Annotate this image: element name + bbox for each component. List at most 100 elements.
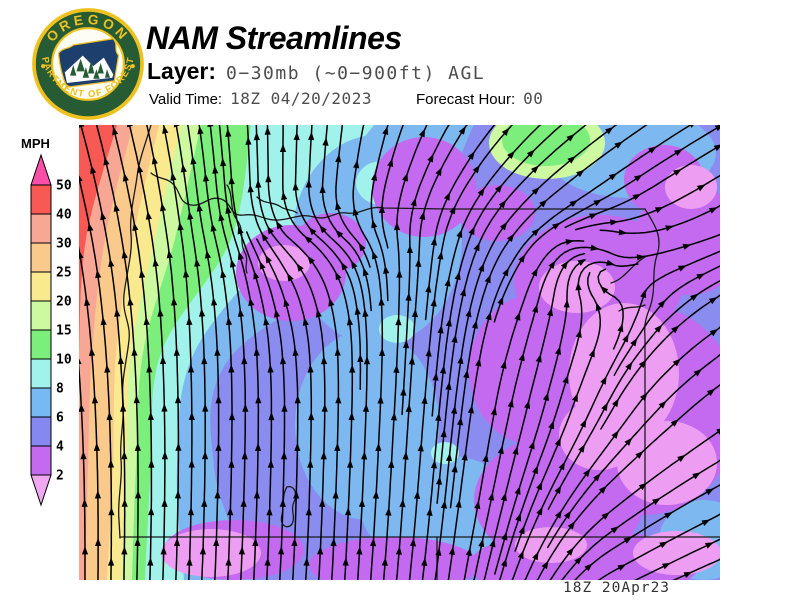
streamline-arrowhead (569, 199, 578, 208)
streamline-arrowhead (190, 156, 197, 165)
streamline-arrowhead (194, 258, 201, 267)
streamline (111, 125, 153, 580)
legend-title: MPH (21, 136, 50, 151)
streamline-arrowhead (166, 249, 173, 259)
streamline-arrowhead (693, 368, 702, 377)
streamline-arrowhead (237, 308, 244, 317)
streamline-arrowhead (137, 164, 144, 174)
streamline-arrowhead (600, 375, 607, 385)
streamline-arrowhead (95, 537, 102, 546)
streamline-arrowhead (640, 392, 648, 401)
streamline-arrowhead (652, 497, 661, 505)
streamline-arrowhead (147, 411, 154, 421)
streamline-arrowhead (267, 459, 274, 468)
streamline-arrowhead (426, 507, 433, 516)
streamline-arrowhead (330, 537, 337, 547)
streamline-arrowhead (187, 211, 194, 220)
streamline-arrowhead (482, 453, 489, 463)
streamline-arrowhead (335, 154, 342, 163)
streamline-arrowhead (186, 557, 193, 566)
streamline-arrowhead (369, 537, 377, 547)
streamline-arrowhead (186, 316, 193, 326)
streamline-arrowhead (574, 556, 583, 565)
streamline-arrowhead (566, 547, 574, 556)
streamline-arrowhead (611, 430, 619, 439)
streamline-arrowhead (202, 403, 209, 412)
streamline-arrowhead (151, 155, 158, 165)
streamline-arrowhead (157, 308, 164, 317)
streamline (514, 272, 602, 552)
streamline-arrowhead (623, 536, 633, 544)
legend-tick-label: 50 (56, 179, 72, 194)
streamline (613, 265, 720, 376)
streamline-arrowhead (334, 347, 341, 356)
legend-segment (30, 300, 52, 331)
streamline-arrowhead (395, 317, 402, 326)
streamline-arrowhead (635, 450, 644, 459)
legend-tick-label: 30 (56, 237, 72, 252)
streamline-arrowhead (304, 235, 313, 244)
streamline-arrowhead (214, 347, 221, 356)
streamline-arrowhead (606, 259, 615, 266)
streamline-arrowhead (671, 325, 680, 334)
streamline-arrowhead (713, 144, 720, 152)
streamline-arrowhead (451, 405, 458, 414)
streamline-arrowhead (227, 507, 234, 516)
streamline-arrowhead (104, 364, 111, 373)
streamline-arrowhead (320, 355, 328, 365)
streamline-arrowhead (443, 192, 451, 201)
streamline-arrowhead (107, 459, 115, 468)
legend-segment (30, 358, 52, 389)
logo-left-dot (41, 64, 46, 69)
streamline-arrowhead (131, 347, 138, 356)
streamline-arrowhead (134, 490, 142, 499)
streamline-arrowhead (174, 490, 182, 499)
streamline-arrowhead (507, 398, 514, 408)
streamline-arrowhead (449, 205, 456, 215)
streamline-arrowhead (159, 355, 167, 365)
streamline-arrowhead (371, 172, 378, 182)
streamline-arrowhead (682, 243, 692, 250)
streamline-arrowhead (170, 172, 177, 181)
streamline-arrowhead (605, 126, 614, 135)
streamline-arrowhead (267, 364, 274, 373)
streamline-arrowhead (578, 444, 586, 453)
streamline-arrowhead (264, 126, 271, 135)
streamline-arrowhead (400, 387, 407, 396)
streamline-arrowhead (563, 299, 570, 308)
streamline-map (79, 125, 720, 580)
streamline-arrowhead (524, 400, 531, 409)
streamline-arrowhead (108, 258, 115, 268)
streamline-arrowhead (541, 560, 549, 570)
streamline-arrowhead (334, 442, 341, 451)
streamline-arrowhead (624, 437, 633, 446)
streamline-arrowhead (203, 173, 210, 182)
streamline-arrowhead (183, 269, 190, 278)
streamline-arrowhead (307, 364, 314, 373)
streamline-arrowhead (709, 328, 719, 337)
streamline-arrowhead (372, 490, 380, 499)
streamline-arrowhead (255, 179, 262, 188)
streamline-arrowhead (174, 395, 182, 404)
streamline-arrowhead (308, 227, 317, 236)
streamline-arrowhead (103, 156, 110, 166)
streamline-arrowhead (171, 297, 178, 306)
streamline-arrowhead (414, 490, 421, 499)
streamline-arrowhead (657, 299, 666, 308)
streamline-arrowhead (279, 355, 287, 365)
streamline-arrowhead (658, 400, 667, 409)
streamline-arrowhead (598, 485, 607, 494)
streamline-arrowhead (437, 324, 444, 334)
streamline-arrowhead (320, 451, 327, 460)
streamline-arrowhead (152, 258, 159, 267)
streamline-arrowhead (121, 451, 128, 460)
streamline-arrowhead (518, 352, 525, 362)
streamline-arrowhead (692, 472, 701, 480)
layer-row: Layer: 0−30mb (~0−900ft) AGL (147, 58, 485, 85)
map-timestamp: 18Z 20Apr23 (563, 580, 671, 596)
streamline-arrowhead (377, 395, 384, 404)
streamline-arrowhead (562, 375, 569, 384)
streamline-arrowhead (405, 292, 412, 301)
streamline-arrowhead (608, 173, 618, 181)
streamline-arrowhead (512, 446, 519, 455)
